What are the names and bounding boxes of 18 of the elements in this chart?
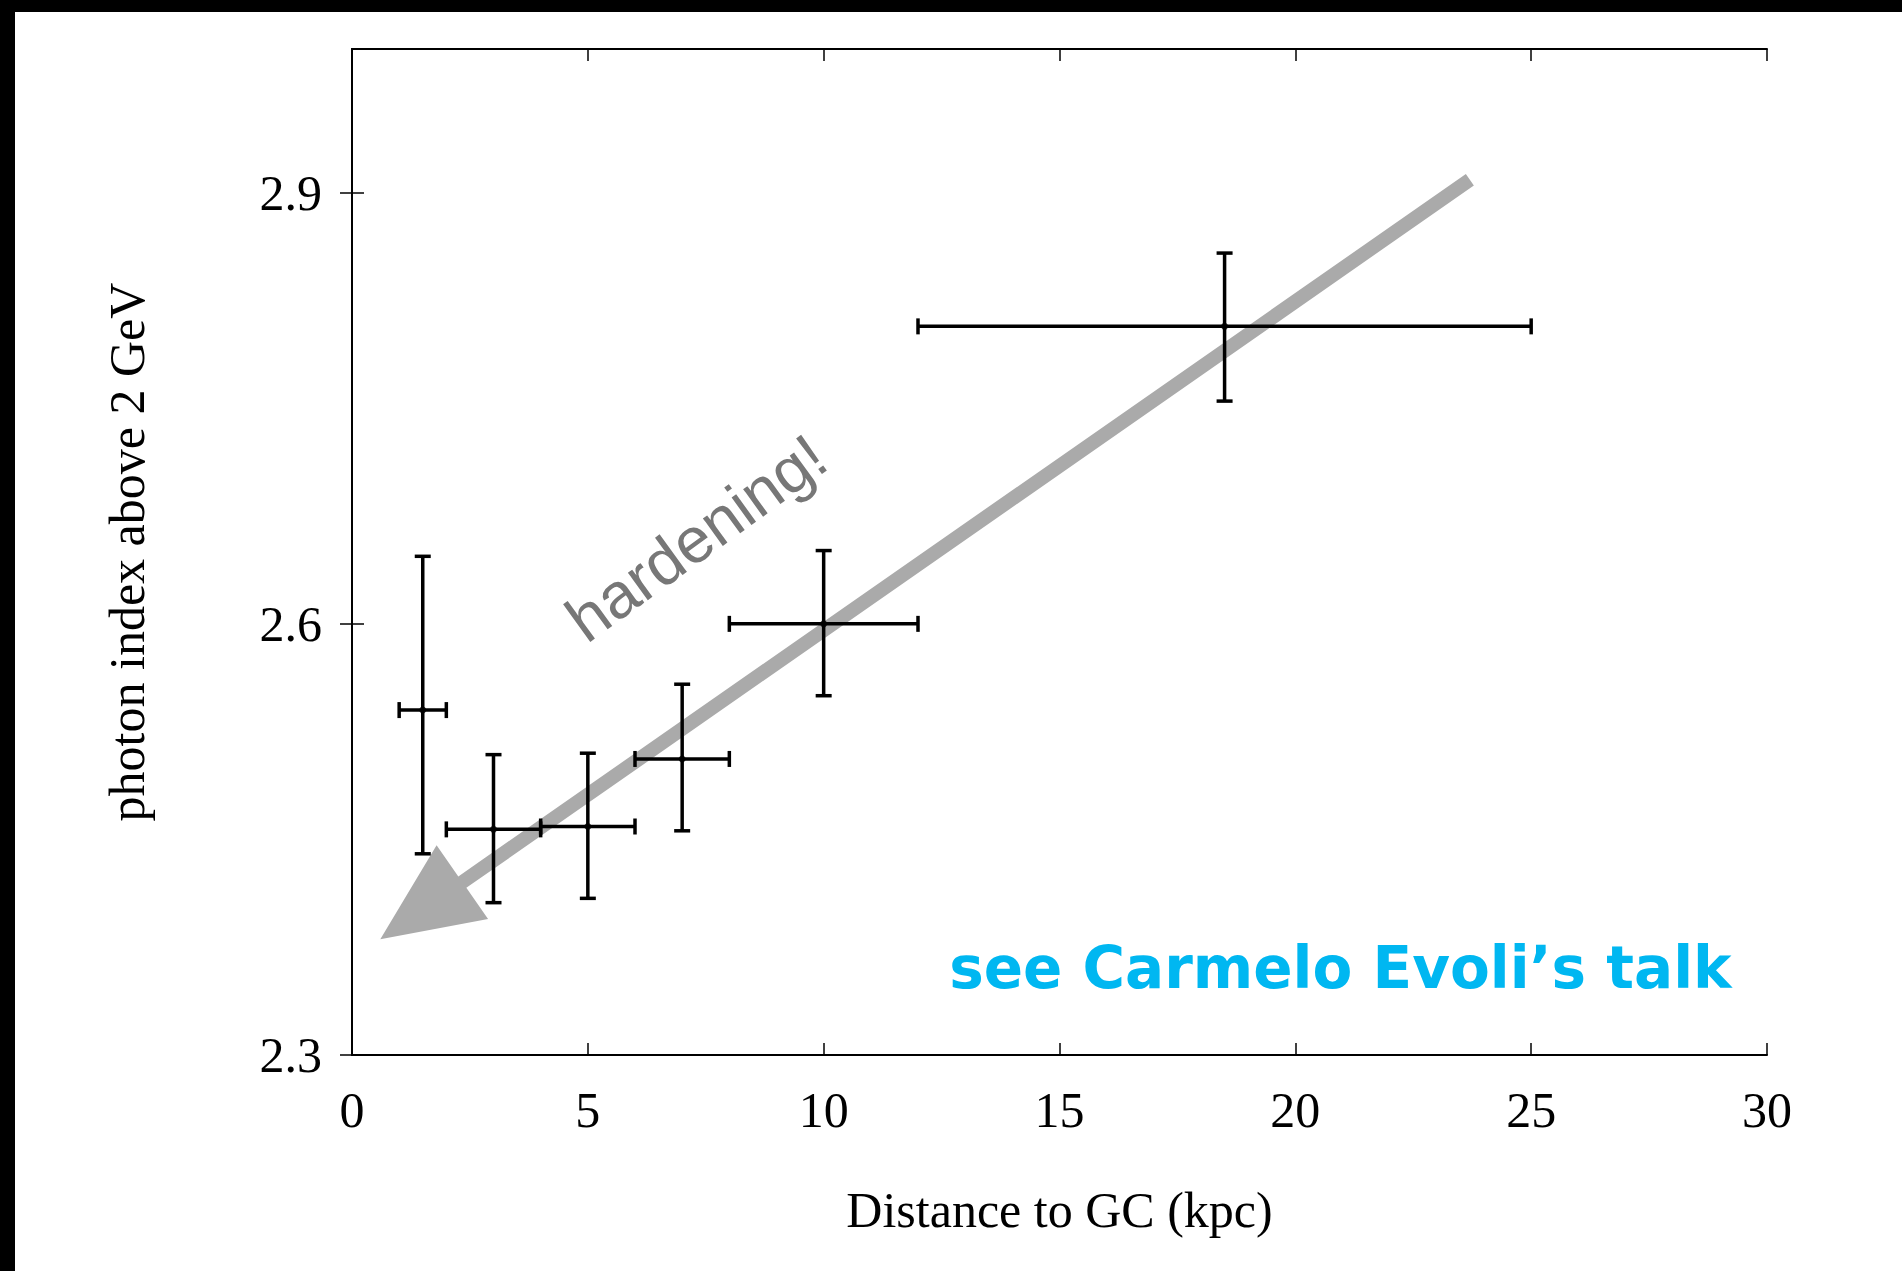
x-axis-title: Distance to GC (kpc) [846,1182,1273,1238]
point [490,825,497,833]
x-tick-label: 0 [339,1082,365,1138]
x-tick-label: 15 [1034,1082,1085,1138]
point [419,706,427,714]
x-tick-label: 5 [575,1082,601,1138]
point [678,755,686,763]
annotation: see Carmelo Evoli’s talk [949,934,1734,1003]
y-axis-title: photon index above 2 GeV [99,282,155,822]
x-tick-label: 25 [1506,1082,1557,1138]
y-tick-label: 2.9 [259,164,322,221]
x-tick-label: 20 [1270,1082,1321,1138]
y-tick-label: 2.6 [259,595,322,652]
x-tick-label: 30 [1742,1082,1792,1138]
y-tick-label: 2.3 [259,1027,322,1083]
x-tick-label: 10 [798,1082,849,1138]
point [1221,322,1229,330]
point [584,823,592,830]
